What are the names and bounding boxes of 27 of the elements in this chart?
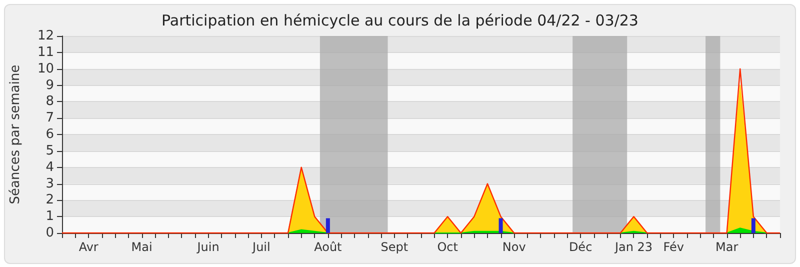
x-tick-label: Mar — [715, 240, 738, 254]
x-tick-label: Avr — [78, 240, 98, 254]
chart-title: Participation en hémicycle au cours de la période 04/22 - 03/23 — [162, 12, 638, 30]
x-tick-label: Sept — [380, 240, 408, 254]
x-tick-label: Juin — [196, 240, 220, 254]
y-tick-label: 2 — [46, 192, 54, 208]
y-tick-label: 7 — [46, 110, 54, 126]
y-tick-label: 12 — [37, 28, 54, 44]
x-tick-label: Oct — [437, 240, 458, 254]
y-tick-label: 0 — [46, 226, 54, 240]
x-tick-label: Fév — [663, 240, 684, 254]
x-tick-label: Nov — [502, 240, 526, 254]
x-tick-label: Juil — [252, 240, 270, 254]
y-axis-title: Séances par semaine — [8, 64, 23, 204]
y-tick-label: 11 — [37, 44, 54, 60]
y-tick-label: 10 — [37, 61, 54, 76]
x-tick-label: Jan 23 — [614, 240, 653, 254]
y-tick-label: 3 — [46, 176, 54, 192]
y-tick-label: 6 — [46, 127, 54, 142]
x-tick-label: Déc — [568, 240, 592, 254]
x-tick-label: Mai — [131, 240, 152, 254]
y-tick-label: 1 — [46, 209, 54, 224]
y-tick-label: 9 — [46, 78, 54, 93]
x-tick-label: Août — [314, 240, 342, 254]
y-tick-label: 4 — [46, 160, 54, 175]
y-tick-label: 8 — [46, 94, 54, 110]
y-tick-label: 5 — [46, 143, 54, 158]
